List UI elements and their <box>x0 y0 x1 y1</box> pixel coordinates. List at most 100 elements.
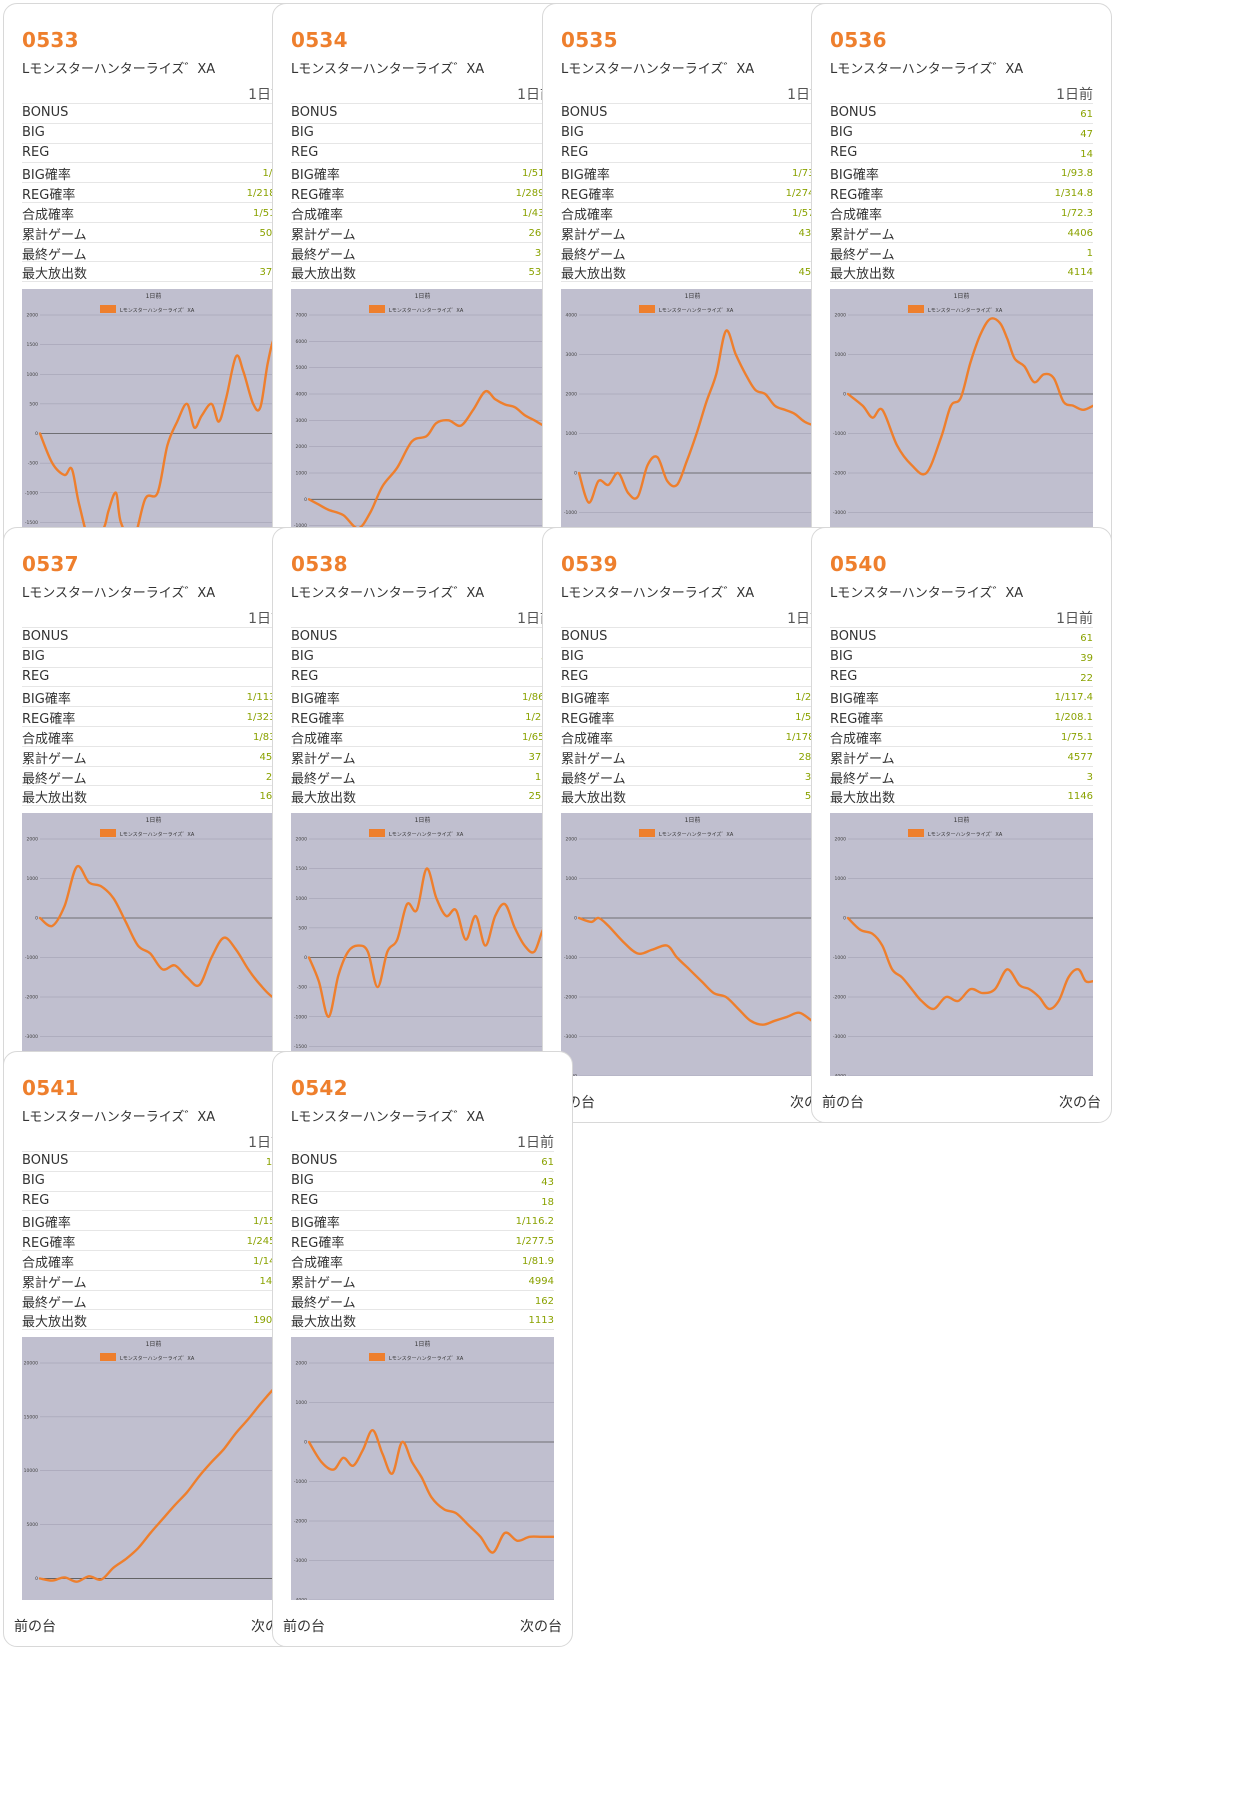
y-tick-label: 500 <box>298 925 307 931</box>
stat-row: 最終ゲーム339 <box>561 767 824 787</box>
stats-table: BONUS98BIG75REG23BIG確率1/67 REG確率 1/218.5 合成… <box>22 103 285 282</box>
stat-label: BIG <box>291 124 314 140</box>
stat-value: 1/323.4 <box>246 712 285 724</box>
stat-value: 1/274.5 <box>785 188 824 200</box>
legend-label: Lモンスターハンターライズ゛XA <box>659 831 734 838</box>
stat-label: BONUS <box>22 1153 69 1168</box>
stat-label: 最終ゲーム <box>561 247 626 263</box>
legend-swatch <box>908 305 924 313</box>
stat-row: BONUS 61 <box>830 104 1093 124</box>
stat-label: 最大放出数 <box>22 267 88 283</box>
legend-label: Lモンスターハンターライズ゛XA <box>120 307 195 314</box>
y-tick-label: 2000 <box>835 313 847 319</box>
series-line <box>846 317 1093 476</box>
stat-row: 合成確率 1/72.3 <box>830 203 1093 223</box>
machine-number[interactable]: 0537 <box>22 552 79 576</box>
series-line <box>307 867 554 1019</box>
stat-label: BONUS <box>830 629 877 644</box>
machine-number[interactable]: 0541 <box>22 1076 79 1100</box>
y-tick-label: 2000 <box>566 837 578 843</box>
stat-row: 累計ゲーム 2609 <box>291 223 554 243</box>
y-tick-label: -3000 <box>564 1034 577 1040</box>
machine-number[interactable]: 0540 <box>830 552 887 576</box>
series-line <box>577 916 824 1030</box>
stat-row: 最大放出数4518 <box>561 262 824 282</box>
next-machine-link[interactable]: 次の台 <box>520 1619 562 1635</box>
stat-label: BONUS <box>291 1153 338 1168</box>
stat-row: BIG40 <box>22 648 285 668</box>
machine-number[interactable]: 0534 <box>291 28 348 52</box>
stat-label: REG <box>830 144 858 160</box>
stat-row: 累計ゲーム5024 <box>22 223 285 243</box>
stat-value: 4577 <box>1067 751 1093 763</box>
machine-number[interactable]: 0533 <box>22 28 79 52</box>
series-line <box>307 389 554 530</box>
y-tick-label: 4000 <box>566 313 578 319</box>
stat-row: BIG確率 1/73.2 <box>561 163 824 183</box>
machine-number[interactable]: 0538 <box>291 552 348 576</box>
prev-machine-link[interactable]: 前の台 <box>283 1619 325 1635</box>
stat-row: REG確率 1/323.4 <box>22 707 285 727</box>
y-tick-label: 2000 <box>566 392 578 398</box>
machine-number[interactable]: 0535 <box>561 28 618 52</box>
stat-row: 合成確率 1/57.8 <box>561 203 824 223</box>
chart-title: 1日前 <box>146 1340 162 1348</box>
prev-machine-link[interactable]: 前の台 <box>14 1619 56 1635</box>
stat-value: 1/72.3 <box>1061 207 1093 219</box>
y-tick-label: 0 <box>574 916 577 922</box>
next-machine-link[interactable]: 次の台 <box>1059 1095 1101 1111</box>
stat-row: BONUS76 <box>561 104 824 124</box>
stat-label: 累計ゲーム <box>561 751 626 767</box>
legend-swatch <box>369 1353 385 1361</box>
y-tick-label: -1000 <box>25 955 38 961</box>
stats-table: BONUS60BIG51REG9 BIG確率 1/51.2 REG確率 1/289.9 合… <box>291 103 554 282</box>
machine-number[interactable]: 0536 <box>830 28 887 52</box>
machine-number[interactable]: 0542 <box>291 1076 348 1100</box>
legend-swatch <box>100 1353 116 1361</box>
stat-label: 最終ゲーム <box>830 771 895 787</box>
y-tick-label: 5000 <box>27 1522 39 1528</box>
stat-value: 3 <box>1086 771 1093 783</box>
chart-title: 1日前 <box>415 1340 431 1348</box>
stat-row: 累計ゲーム4527 <box>22 747 285 767</box>
stat-value: 1/86.3 <box>522 692 554 704</box>
stat-label: BONUS <box>561 629 608 644</box>
stat-row: 最大放出数521 <box>561 786 824 806</box>
stat-label: 最終ゲーム <box>291 1295 356 1311</box>
y-tick-label: 4000 <box>296 392 308 398</box>
stat-label: BIG確率 <box>22 692 71 708</box>
stat-value: 1/75.1 <box>1061 731 1093 743</box>
stats-table: BONUS58BIG44REG14 BIG確率 1/86.3 REG確率 1/271 合成… <box>291 627 554 806</box>
y-tick-label: -2000 <box>833 995 846 1001</box>
legend-swatch <box>639 829 655 837</box>
y-tick-label: 1000 <box>566 876 578 882</box>
stat-row: 最終ゲーム291 <box>22 767 285 787</box>
stat-label: 最終ゲーム <box>830 247 895 263</box>
stat-row: 合成確率 1/75.1 <box>830 727 1093 747</box>
y-tick-label: -2000 <box>294 1519 307 1525</box>
stat-value: 4114 <box>1067 267 1093 279</box>
prev-machine-link[interactable]: 前の台 <box>822 1095 864 1111</box>
y-tick-label: 500 <box>29 401 38 407</box>
day-label: 1日前 <box>1056 87 1093 103</box>
chart-background <box>22 813 285 1076</box>
y-tick-label: 1000 <box>27 876 39 882</box>
stat-label: 合成確率 <box>22 731 75 747</box>
stat-label: REG確率 <box>561 712 615 728</box>
stat-label: 最大放出数 <box>561 267 627 283</box>
y-tick-label: 2000 <box>296 1361 308 1367</box>
stat-label: BIG <box>291 1172 314 1188</box>
stat-label: REG <box>22 144 50 160</box>
chart-title: 1日前 <box>685 816 701 824</box>
stat-label: REG確率 <box>291 1236 345 1252</box>
machine-number[interactable]: 0539 <box>561 552 618 576</box>
chart-title: 1日前 <box>954 816 970 824</box>
stat-value: 1/271 <box>525 712 554 724</box>
stat-row: REG確率 1/289.9 <box>291 183 554 203</box>
y-tick-label: -1000 <box>294 523 307 529</box>
stat-row: 最終ゲーム86 <box>561 243 824 263</box>
